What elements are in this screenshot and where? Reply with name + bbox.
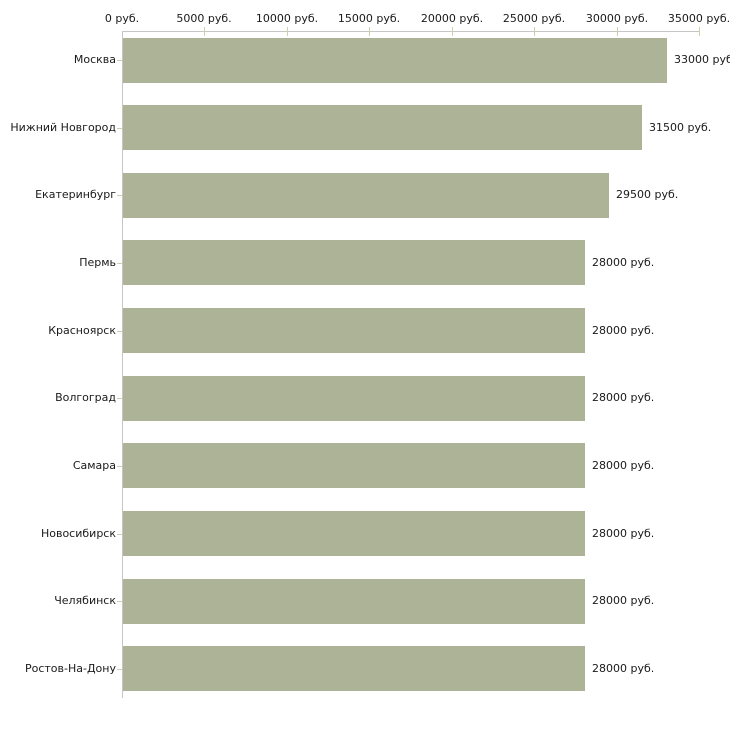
- x-axis-tick-mark: [617, 27, 618, 36]
- category-tick-mark: [117, 195, 122, 196]
- x-axis-tick-label: 35000 руб.: [667, 12, 730, 25]
- x-axis-tick-label: 10000 руб.: [255, 12, 319, 25]
- value-label: 28000 руб.: [592, 391, 655, 404]
- bar: [123, 173, 609, 218]
- value-label: 29500 руб.: [616, 188, 679, 201]
- x-axis-tick-mark: [452, 27, 453, 36]
- category-label: Нижний Новгород: [10, 121, 116, 134]
- category-tick-mark: [117, 601, 122, 602]
- x-axis-tick-mark: [204, 27, 205, 36]
- category-tick-mark: [117, 398, 122, 399]
- bar: [123, 376, 585, 421]
- bar: [123, 240, 585, 285]
- category-label: Москва: [73, 53, 116, 66]
- bar: [123, 579, 585, 624]
- bar: [123, 105, 642, 150]
- y-axis-line: [122, 31, 123, 698]
- bar: [123, 308, 585, 353]
- category-label: Новосибирск: [40, 527, 116, 540]
- category-tick-mark: [117, 466, 122, 467]
- bar: [123, 511, 585, 556]
- category-tick-mark: [117, 263, 122, 264]
- category-label: Волгоград: [55, 391, 116, 404]
- category-tick-mark: [117, 128, 122, 129]
- x-axis-tick-mark: [369, 27, 370, 36]
- category-tick-mark: [117, 60, 122, 61]
- category-label: Ростов-На-Дону: [24, 662, 116, 675]
- x-axis-tick-label: 30000 руб.: [585, 12, 649, 25]
- value-label: 28000 руб.: [592, 662, 655, 675]
- category-tick-mark: [117, 331, 122, 332]
- value-label: 28000 руб.: [592, 256, 655, 269]
- x-axis-tick-label: 5000 руб.: [176, 12, 232, 25]
- x-axis-tick-mark: [699, 27, 700, 36]
- x-axis-tick-mark: [534, 27, 535, 36]
- category-label: Екатеринбург: [35, 188, 116, 201]
- x-axis-tick-label: 25000 руб.: [502, 12, 566, 25]
- category-label: Самара: [72, 459, 116, 472]
- value-label: 28000 руб.: [592, 324, 655, 337]
- value-label: 31500 руб.: [649, 121, 712, 134]
- category-label: Челябинск: [54, 594, 116, 607]
- category-label: Пермь: [79, 256, 116, 269]
- x-axis-tick-label: 15000 руб.: [337, 12, 401, 25]
- category-label: Красноярск: [48, 324, 116, 337]
- x-axis-tick-mark: [287, 27, 288, 36]
- x-axis-tick-label: 0 руб.: [104, 12, 140, 25]
- category-tick-mark: [117, 534, 122, 535]
- x-axis-tick-label: 20000 руб.: [420, 12, 484, 25]
- value-label: 33000 руб: [674, 53, 730, 66]
- bar: [123, 443, 585, 488]
- value-label: 28000 руб.: [592, 594, 655, 607]
- x-axis-line: [122, 31, 700, 32]
- bar: [123, 38, 667, 83]
- value-label: 28000 руб.: [592, 527, 655, 540]
- value-label: 28000 руб.: [592, 459, 655, 472]
- category-tick-mark: [117, 669, 122, 670]
- bar: [123, 646, 585, 691]
